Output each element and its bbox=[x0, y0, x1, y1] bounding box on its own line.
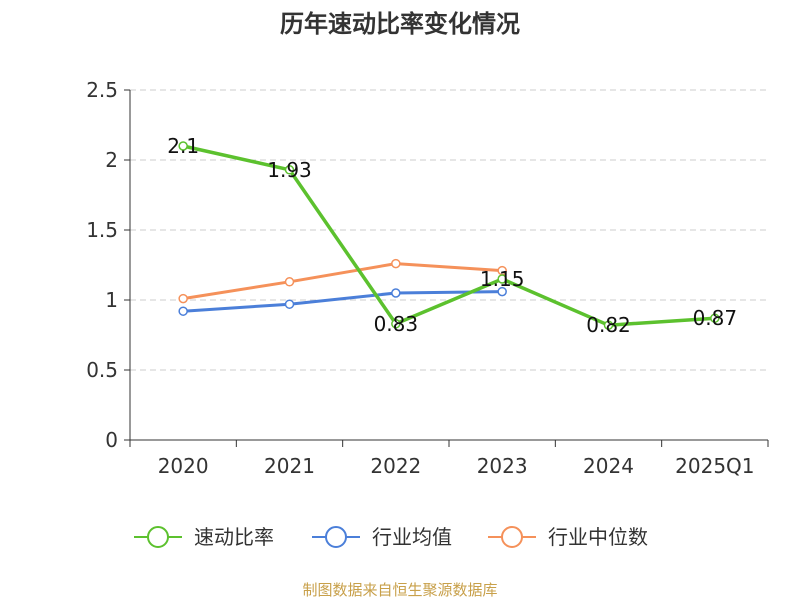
data-label: 1.15 bbox=[480, 267, 525, 291]
x-tick-label: 2024 bbox=[583, 454, 634, 478]
series-line-3 bbox=[181, 262, 504, 301]
x-tick-label: 2025Q1 bbox=[675, 454, 754, 478]
y-tick-label: 1 bbox=[105, 288, 118, 312]
y-tick-label: 2.5 bbox=[86, 78, 118, 102]
legend-marker bbox=[501, 526, 523, 548]
legend-item-1[interactable]: 速动比率 bbox=[134, 525, 274, 549]
legend-label: 速动比率 bbox=[194, 525, 274, 549]
x-tick-label: 2022 bbox=[370, 454, 421, 478]
chart-title: 历年速动比率变化情况 bbox=[280, 10, 520, 38]
data-point bbox=[391, 319, 401, 329]
y-tick-label: 2 bbox=[105, 148, 118, 172]
data-point bbox=[710, 313, 720, 323]
legend-marker bbox=[147, 526, 169, 548]
legend-label: 行业中位数 bbox=[548, 525, 648, 549]
legend-label: 行业均值 bbox=[372, 525, 452, 549]
series-line-2 bbox=[181, 290, 504, 313]
data-label: 2.1 bbox=[167, 134, 199, 158]
data-labels: 2.1 1.93 0.83 1.15 0.82 0.87 bbox=[167, 134, 737, 337]
axes: 0 0.5 1 1.5 2 2.5 2020 2021 2022 2023 2024 2025Q1 bbox=[86, 78, 769, 478]
series-line-1 bbox=[181, 144, 717, 327]
data-label: 1.93 bbox=[267, 158, 312, 182]
legend-marker bbox=[325, 526, 347, 548]
legend-item-2[interactable]: 行业均值 bbox=[312, 525, 452, 549]
source-note: 制图数据来自恒生聚源数据库 bbox=[302, 581, 497, 599]
data-point bbox=[178, 141, 188, 151]
grid-lines bbox=[130, 89, 768, 371]
data-point bbox=[603, 320, 614, 330]
data-point bbox=[284, 299, 295, 309]
legend-item-3[interactable]: 行业中位数 bbox=[488, 525, 648, 549]
legend[interactable]: 速动比率 行业均值 行业中位数 bbox=[134, 525, 648, 549]
y-tick-label: 1.5 bbox=[86, 218, 118, 242]
data-point bbox=[178, 306, 188, 316]
y-tick-label: 0.5 bbox=[86, 358, 118, 382]
data-label: 0.82 bbox=[586, 313, 631, 337]
x-tick-label: 2020 bbox=[158, 454, 209, 478]
y-tick-label: 0 bbox=[105, 428, 118, 452]
data-label: 0.83 bbox=[374, 312, 419, 336]
data-point bbox=[391, 288, 401, 298]
series-lines bbox=[178, 141, 720, 330]
data-point bbox=[284, 165, 295, 175]
data-label: 0.87 bbox=[693, 306, 738, 330]
data-point bbox=[391, 258, 401, 269]
data-point bbox=[284, 277, 295, 287]
data-point bbox=[497, 274, 507, 284]
x-tick-label: 2021 bbox=[264, 454, 315, 478]
data-point bbox=[178, 293, 188, 304]
data-point bbox=[497, 286, 507, 297]
x-tick-label: 2023 bbox=[477, 454, 528, 478]
